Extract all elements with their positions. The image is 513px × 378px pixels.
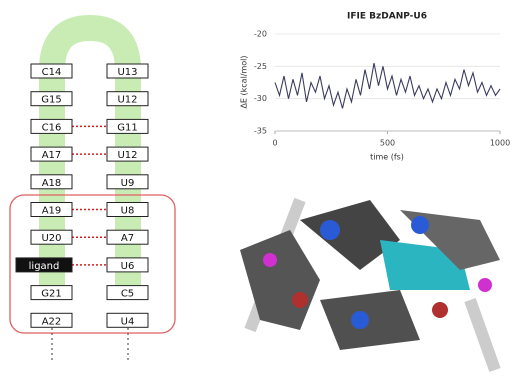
x-tick-label: 0 [272, 139, 277, 148]
chart-title: IFIE BzDANP-U6 [347, 12, 427, 22]
nucleotide-label: C16 [42, 122, 62, 133]
y-tick-label: -35 [254, 127, 267, 136]
y-axis-label: ΔE (kcal/mol) [240, 55, 249, 108]
x-tick-label: 1000 [490, 139, 510, 148]
nucleotide-label: A22 [42, 316, 62, 327]
atom [432, 302, 448, 318]
nucleotide-label: A19 [42, 206, 62, 217]
molecule-image [222, 178, 512, 376]
nucleotide-label: U6 [121, 261, 135, 272]
atom [478, 278, 492, 292]
nucleotide-label: U12 [117, 150, 137, 161]
nucleotide-label: A17 [42, 150, 62, 161]
y-tick-label: -30 [254, 94, 267, 103]
nucleotide-label: A18 [42, 178, 62, 189]
nucleotide-label: U9 [121, 178, 135, 189]
nucleotide-label: C14 [42, 67, 62, 78]
y-tick-label: -25 [254, 62, 267, 71]
nucleotide-label: U20 [41, 233, 61, 244]
atom [411, 216, 429, 234]
nucleotide-label: G21 [41, 289, 61, 300]
nucleotide-label: ligand [29, 261, 60, 272]
y-tick-label: -20 [254, 30, 267, 39]
atom [351, 311, 369, 329]
nucleotide-label: U12 [117, 95, 137, 106]
atom [263, 253, 277, 267]
nucleotide-label: U4 [121, 316, 135, 327]
atom [292, 292, 308, 308]
nucleotide-label: U8 [121, 206, 135, 217]
x-axis-label: time (fs) [370, 153, 404, 162]
nucleotide-label: A7 [121, 233, 134, 244]
nucleotide-label: U13 [117, 67, 137, 78]
x-tick-label: 500 [380, 139, 395, 148]
atom [320, 220, 340, 240]
figure: C14 U13 G15 U12 C16 G11 A17 U12 A18 U9 A19 U8 U20 A7 l… [0, 0, 513, 378]
data-line [275, 63, 500, 108]
nucleotide-label: G15 [41, 95, 61, 106]
nucleotide-label: G11 [117, 122, 137, 133]
nucleotide-label: C5 [121, 289, 134, 300]
